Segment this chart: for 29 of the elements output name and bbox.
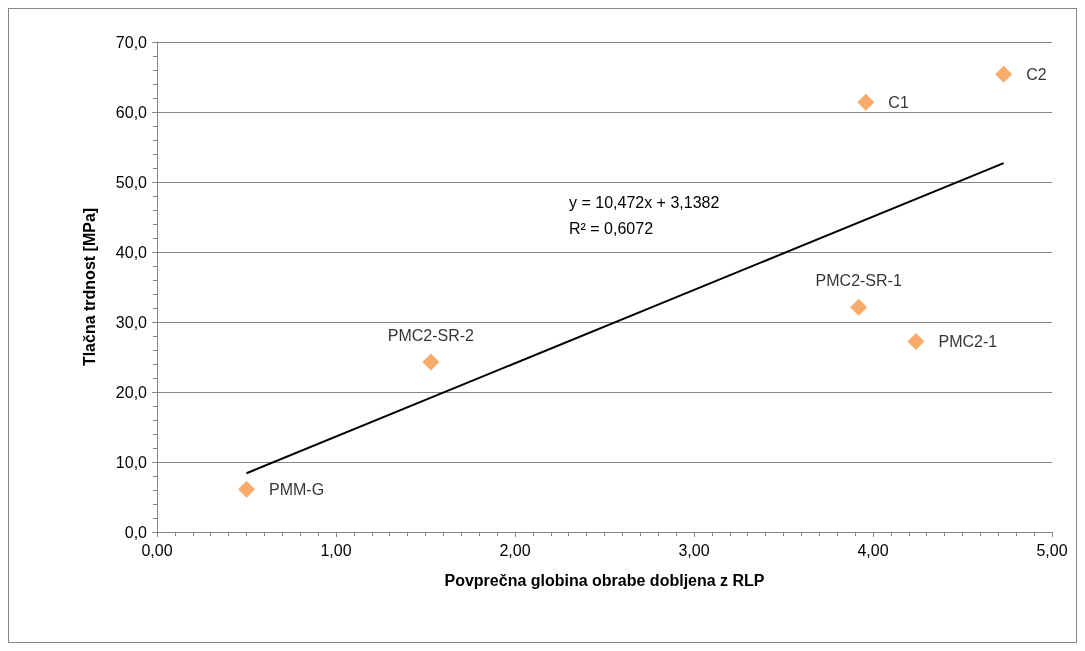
y-tick-label: 10,0 — [115, 453, 148, 471]
y-tick-label: 0,0 — [124, 523, 148, 541]
point — [238, 480, 255, 498]
point — [907, 333, 925, 351]
x-axis-title: Povprečna globina obrabe dobljena z RLP — [444, 571, 765, 589]
y-tick-label: 60,0 — [115, 103, 148, 121]
y-tick-label: 30,0 — [115, 313, 148, 331]
y-tick-label: 50,0 — [115, 173, 148, 191]
series-label: PMM-G — [269, 480, 325, 498]
x-tick-label: 4,00 — [857, 541, 889, 559]
series-label: PMC2-1 — [938, 333, 998, 351]
x-tick-label: 1,00 — [320, 541, 352, 559]
point — [857, 93, 875, 111]
series-label: C1 — [888, 93, 909, 111]
y-axis-title: Tlačna trdnost [MPa] — [80, 207, 98, 367]
y-tick-label: 40,0 — [115, 243, 148, 261]
x-tick-label: 5,00 — [1036, 541, 1068, 559]
point — [850, 298, 868, 316]
series-label: PMC2-SR-1 — [815, 272, 902, 290]
y-tick-label: 70,0 — [115, 33, 148, 51]
y-tick-label: 20,0 — [115, 383, 148, 401]
series-label: PMC2-SR-2 — [387, 326, 475, 344]
annotation: y = 10,472x + 3,1382 R² = 0,6072 — [569, 193, 720, 237]
point — [995, 65, 1013, 83]
x-tick-label: 2,00 — [499, 541, 531, 559]
series-label: C2 — [1026, 65, 1047, 83]
point — [422, 353, 440, 371]
x-tick-label: 3,00 — [678, 541, 710, 559]
x-tick-label: 0,00 — [141, 541, 173, 559]
